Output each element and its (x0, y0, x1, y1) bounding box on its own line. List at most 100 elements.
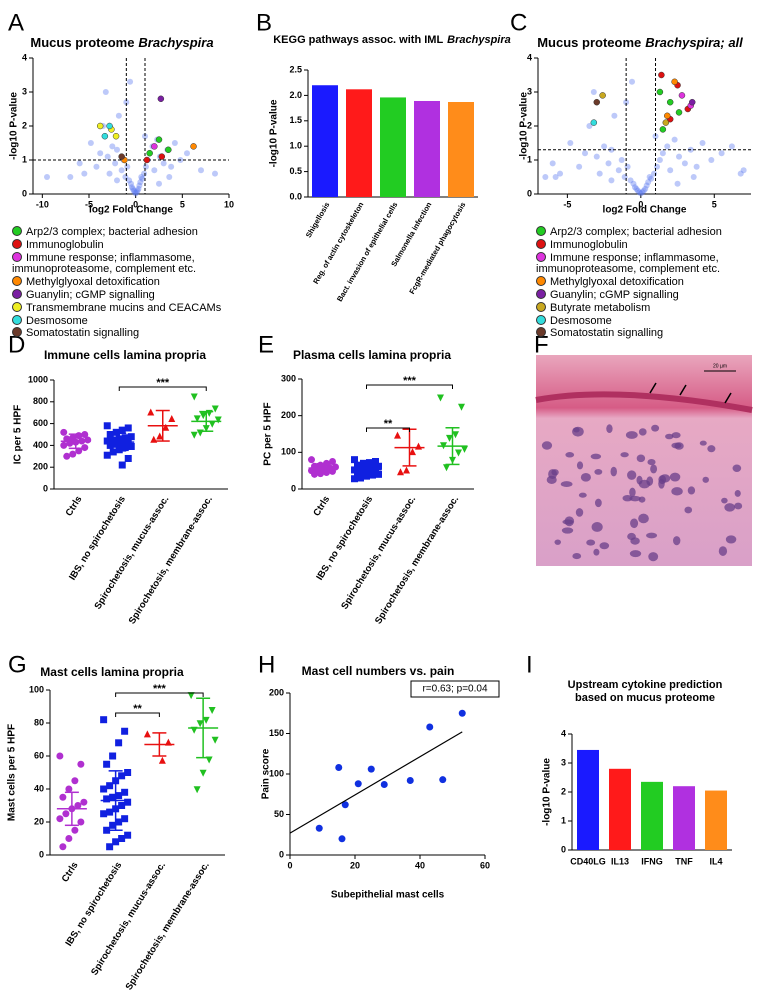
x-tick-label: Bact. invasion of epithelial cells (335, 200, 399, 303)
background-point (740, 167, 747, 174)
highlight-point (656, 88, 664, 96)
background-point (44, 174, 50, 180)
data-point (100, 785, 108, 793)
background-point (718, 150, 725, 157)
data-point (106, 431, 114, 438)
data-point (372, 458, 379, 465)
y-tick-label: 80 (34, 717, 44, 727)
arrow (649, 382, 657, 394)
y-tick-label: 3 (527, 86, 532, 96)
background-point (184, 150, 190, 157)
background-point (114, 146, 120, 153)
background-point (136, 182, 143, 189)
nucleus (721, 497, 728, 504)
nucleus (565, 452, 575, 458)
background-point (636, 189, 643, 196)
data-point (211, 405, 219, 413)
background-point (122, 174, 129, 180)
data-point (211, 736, 219, 744)
legend-label: Butyrate metabolism (550, 301, 651, 314)
background-point (708, 157, 715, 163)
data-point (121, 434, 129, 442)
data-point (106, 843, 114, 851)
data-point (106, 441, 114, 449)
background-point (627, 177, 634, 184)
x-tick-label: TNF (675, 856, 693, 866)
data-point (143, 730, 151, 738)
title-text: Mast cell numbers vs. pain (302, 664, 455, 678)
x-tick-label: -5 (563, 199, 571, 209)
background-point (104, 153, 111, 160)
legend-marker (12, 251, 22, 262)
x-axis-label: Subepithelial mast cells (331, 890, 445, 901)
point (354, 780, 362, 788)
background-point (637, 190, 644, 197)
data-point (121, 815, 129, 823)
legend-item: Methylglyoxal detoxification (12, 276, 244, 289)
nucleus (572, 553, 582, 560)
background-point (596, 170, 603, 177)
legend-item: Desmosome (12, 314, 244, 328)
nucleus (576, 461, 584, 470)
y-tick-label: 2.5 (289, 64, 302, 74)
data-point (357, 474, 364, 482)
title-text: Immune cells lamina propria (44, 348, 206, 362)
legend-item: Somatostatin signalling (12, 327, 244, 340)
legend-item: Guanylin; cGMP signalling (536, 288, 758, 302)
background-point (112, 160, 119, 167)
nucleus (629, 550, 642, 558)
data-point (59, 793, 67, 801)
legend-item: Transmembrane mucins and CEACAMs (12, 301, 244, 315)
background-point (601, 143, 608, 150)
data-point (363, 472, 370, 480)
nucleus (591, 522, 603, 532)
nucleus (573, 427, 580, 433)
nucleus (554, 539, 561, 545)
nucleus (627, 470, 637, 480)
y-tick-label: 200 (269, 687, 284, 697)
background-point (123, 99, 130, 106)
nucleus (606, 424, 613, 434)
nucleus (610, 466, 617, 477)
data-point (103, 760, 111, 768)
nucleus (638, 479, 651, 489)
y-tick-label: 0 (39, 849, 44, 859)
x-tick-label: Ctrls (64, 494, 85, 518)
background-point (590, 89, 597, 95)
nucleus (561, 527, 574, 534)
point (341, 801, 349, 809)
y-tick-label: 20 (34, 816, 44, 826)
background-point (623, 99, 630, 106)
bar (414, 100, 440, 197)
x-tick-label: Shigellosis (304, 200, 332, 239)
nucleus (707, 445, 716, 453)
y-tick-label: 400 (33, 440, 48, 450)
bar (312, 85, 338, 197)
data-point (115, 739, 123, 747)
nucleus (629, 487, 636, 498)
title-text: Mucus proteome (537, 35, 641, 50)
legend-label: Arp2/3 complex; bacterial adhesion (26, 226, 198, 238)
nucleus (548, 469, 557, 480)
data-point (452, 431, 459, 439)
highlight-point (165, 146, 172, 154)
data-point (168, 415, 176, 423)
background-point (81, 170, 88, 177)
nucleus (638, 428, 647, 436)
data-point (193, 786, 201, 794)
legend-item: Somatostatin signalling (536, 327, 758, 340)
legend-marker (536, 226, 546, 236)
legend-item: Guanylin; cGMP signalling (12, 288, 244, 302)
highlight-point (157, 95, 165, 103)
nucleus (734, 489, 741, 497)
chart-title: Mast cell numbers vs. pain (302, 664, 455, 678)
point (335, 764, 343, 772)
x-tick-label: IFNG (641, 856, 663, 866)
data-point (446, 434, 453, 442)
highlight-point (146, 149, 153, 157)
legend-marker (12, 226, 22, 236)
nucleus (687, 486, 696, 495)
highlight-point (118, 153, 125, 160)
point (439, 776, 447, 784)
nucleus (575, 508, 584, 517)
